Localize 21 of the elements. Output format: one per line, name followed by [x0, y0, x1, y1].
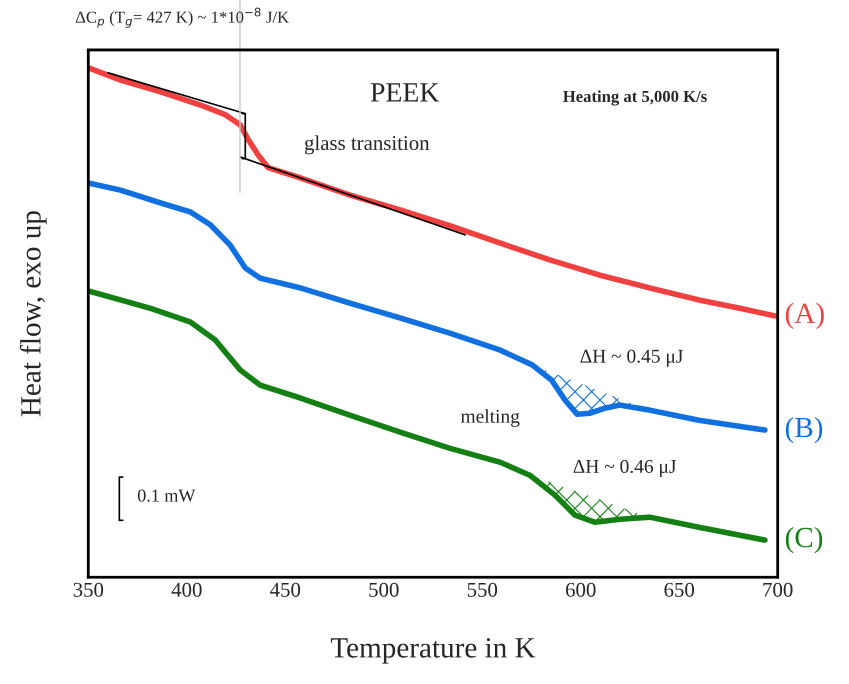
series-label: (C)	[786, 526, 822, 554]
x-tick-label: 700	[763, 582, 793, 597]
annotation: melting	[460, 409, 520, 427]
annotation: ΔH ~ 0.45 μJ	[580, 350, 683, 367]
x-tick-label: 400	[172, 582, 202, 597]
annotation: glass transition	[304, 135, 430, 154]
x-tick-label: 600	[566, 582, 596, 597]
x-axis-title: Temperature in K	[330, 638, 536, 664]
y-axis-title: Heat flow, exo up	[20, 211, 47, 416]
x-tick-label: 500	[369, 582, 399, 597]
x-tick-label: 550	[468, 582, 498, 597]
annotation: Heating at 5,000 K/s	[563, 90, 707, 106]
x-tick-label: 350	[74, 582, 104, 597]
series-label: (B)	[786, 416, 822, 444]
x-tick-label: 450	[270, 582, 300, 597]
text: ΔC$_{p}$ (T$_{g}$= 427 K) ~ 1*10$^{−8}$ J/K	[76, 8, 289, 28]
annotation: ΔH ~ 0.46 μJ	[574, 460, 676, 477]
series-label: (A)	[786, 302, 824, 330]
annotation: 0.1 mW	[138, 489, 196, 502]
annotation: PEEK	[370, 83, 440, 102]
x-tick-label: 650	[664, 582, 694, 597]
